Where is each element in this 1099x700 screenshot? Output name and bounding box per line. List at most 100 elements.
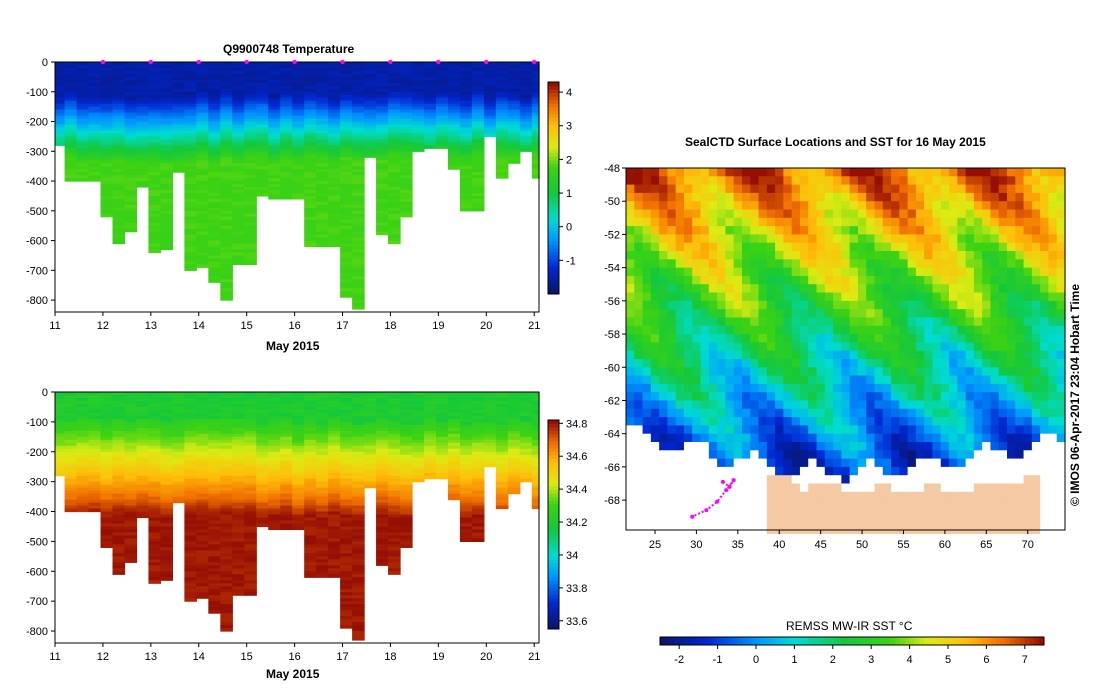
- section-cell: [447, 496, 461, 501]
- section-cell: [256, 484, 269, 489]
- section-cell: [352, 192, 365, 197]
- sst-cell: [725, 342, 735, 352]
- section-cell: [328, 412, 341, 417]
- sst-cell: [642, 425, 652, 435]
- section-cell: [232, 487, 245, 492]
- section-cell: [423, 145, 437, 149]
- section-cell: [435, 445, 449, 450]
- section-cell: [531, 487, 540, 492]
- section-cell: [160, 424, 174, 429]
- section-cell: [531, 400, 540, 405]
- section-cell: [459, 430, 473, 435]
- section-cell: [208, 427, 221, 432]
- section-cell: [172, 460, 185, 465]
- section-cell: [471, 139, 485, 143]
- section-cell: [160, 499, 174, 504]
- section-cell: [220, 166, 233, 170]
- section-cell: [220, 418, 233, 423]
- section-cell: [352, 580, 365, 584]
- section-cell: [76, 466, 90, 471]
- section-cell: [88, 145, 102, 149]
- section-cell: [280, 148, 293, 152]
- section-cell: [172, 169, 185, 173]
- colorbar-segment: [548, 531, 559, 536]
- section-cell: [64, 109, 78, 114]
- section-cell: [316, 496, 329, 501]
- section-cell: [184, 574, 197, 578]
- section-cell: [244, 115, 257, 120]
- section-cell: [423, 133, 437, 138]
- section-cell: [232, 454, 245, 459]
- section-cell: [184, 538, 197, 543]
- section-cell: [64, 505, 78, 510]
- section-cell: [400, 210, 413, 215]
- sst-cell: [675, 508, 685, 518]
- sst-cell: [667, 209, 677, 219]
- section-cell: [280, 478, 293, 483]
- section-cell: [208, 409, 221, 414]
- section-cell: [412, 448, 425, 453]
- section-cell: [76, 178, 90, 182]
- section-cell: [280, 484, 293, 489]
- sst-cell: [683, 367, 693, 377]
- section-cell: [364, 451, 377, 456]
- sst-cell: [683, 184, 693, 194]
- section-cell: [184, 490, 197, 495]
- section-cell: [483, 418, 497, 423]
- section-cell: [124, 502, 138, 507]
- section-cell: [244, 490, 257, 495]
- section-cell: [244, 240, 257, 245]
- section-cell: [352, 207, 365, 212]
- sst-cell: [700, 350, 710, 360]
- section-cell: [447, 145, 461, 149]
- colorbar-segment: [548, 198, 559, 203]
- surface-location-marker: [148, 59, 154, 65]
- section-cell: [519, 94, 533, 99]
- section-cell: [100, 169, 114, 173]
- section-cell: [483, 457, 497, 462]
- section-cell: [388, 62, 401, 66]
- section-cell: [220, 154, 233, 158]
- section-cell: [292, 124, 305, 129]
- section-cell: [208, 249, 221, 254]
- section-cell: [507, 94, 521, 99]
- section-cell: [471, 463, 485, 468]
- section-cell: [459, 70, 473, 75]
- section-cell: [136, 448, 150, 453]
- section-cell: [136, 103, 150, 108]
- section-cell: [304, 502, 317, 507]
- section-cell: [328, 544, 341, 548]
- sst-cell: [692, 508, 702, 518]
- section-cell: [112, 154, 126, 158]
- section-cell: [64, 124, 78, 129]
- sst-cell: [717, 251, 726, 260]
- section-cell: [172, 157, 185, 161]
- section-cell: [280, 511, 293, 516]
- section-cell: [471, 511, 485, 516]
- section-cell: [268, 487, 281, 492]
- section-cell: [531, 436, 540, 441]
- sst-cell: [659, 367, 669, 377]
- section-cell: [232, 175, 245, 179]
- section-cell: [100, 424, 114, 429]
- section-cell: [232, 73, 245, 78]
- section-cell: [400, 201, 413, 206]
- y-tick-label: 0: [42, 387, 48, 399]
- section-cell: [280, 145, 293, 149]
- sst-cell: [725, 425, 735, 435]
- section-cell: [148, 91, 162, 96]
- section-cell: [388, 406, 401, 411]
- section-cell: [376, 526, 389, 531]
- section-cell: [364, 400, 377, 405]
- section-cell: [256, 184, 269, 188]
- section-cell: [447, 166, 461, 170]
- section-cell: [184, 442, 197, 447]
- section-cell: [256, 448, 269, 453]
- section-cell: [447, 157, 461, 161]
- section-cell: [244, 406, 257, 411]
- section-cell: [208, 148, 221, 152]
- section-cell: [148, 240, 162, 245]
- sst-cell: [659, 168, 669, 177]
- section-cell: [208, 219, 221, 224]
- section-cell: [208, 109, 221, 114]
